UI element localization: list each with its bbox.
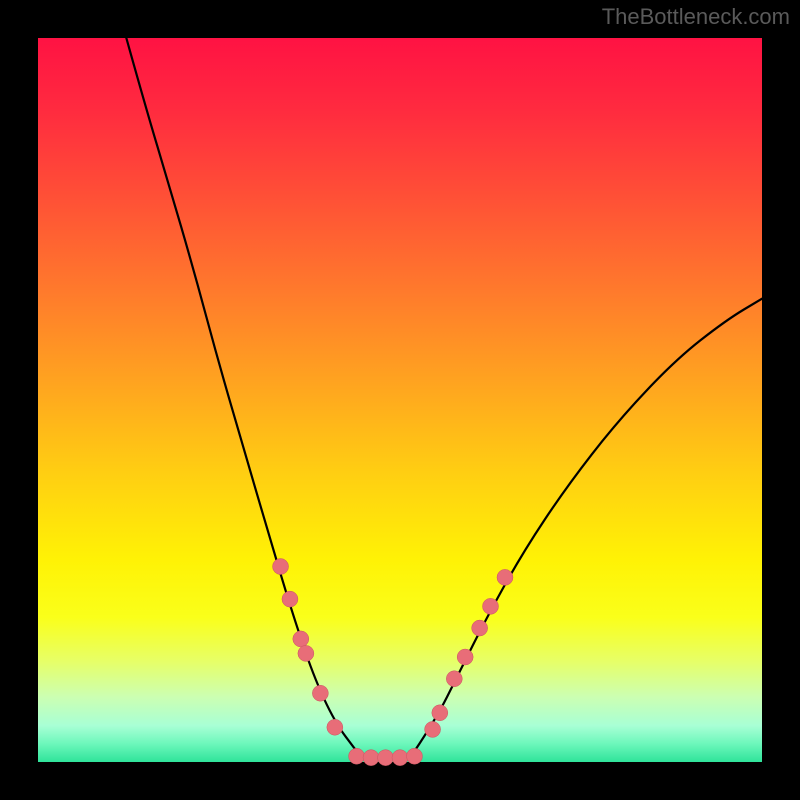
data-marker xyxy=(432,705,448,721)
data-marker xyxy=(363,750,379,766)
watermark-text: TheBottleneck.com xyxy=(602,4,790,30)
plot-background xyxy=(38,38,762,762)
data-marker xyxy=(457,649,473,665)
data-marker xyxy=(392,750,408,766)
data-marker xyxy=(293,631,309,647)
data-marker xyxy=(273,559,289,575)
data-marker xyxy=(425,721,441,737)
data-marker xyxy=(497,569,513,585)
data-marker xyxy=(446,671,462,687)
data-marker xyxy=(298,645,314,661)
data-marker xyxy=(312,685,328,701)
data-marker xyxy=(483,598,499,614)
data-marker xyxy=(406,748,422,764)
data-marker xyxy=(349,748,365,764)
data-marker xyxy=(378,750,394,766)
data-marker xyxy=(327,719,343,735)
data-marker xyxy=(282,591,298,607)
chart-svg xyxy=(0,0,800,800)
chart-frame: TheBottleneck.com xyxy=(0,0,800,800)
data-marker xyxy=(472,620,488,636)
